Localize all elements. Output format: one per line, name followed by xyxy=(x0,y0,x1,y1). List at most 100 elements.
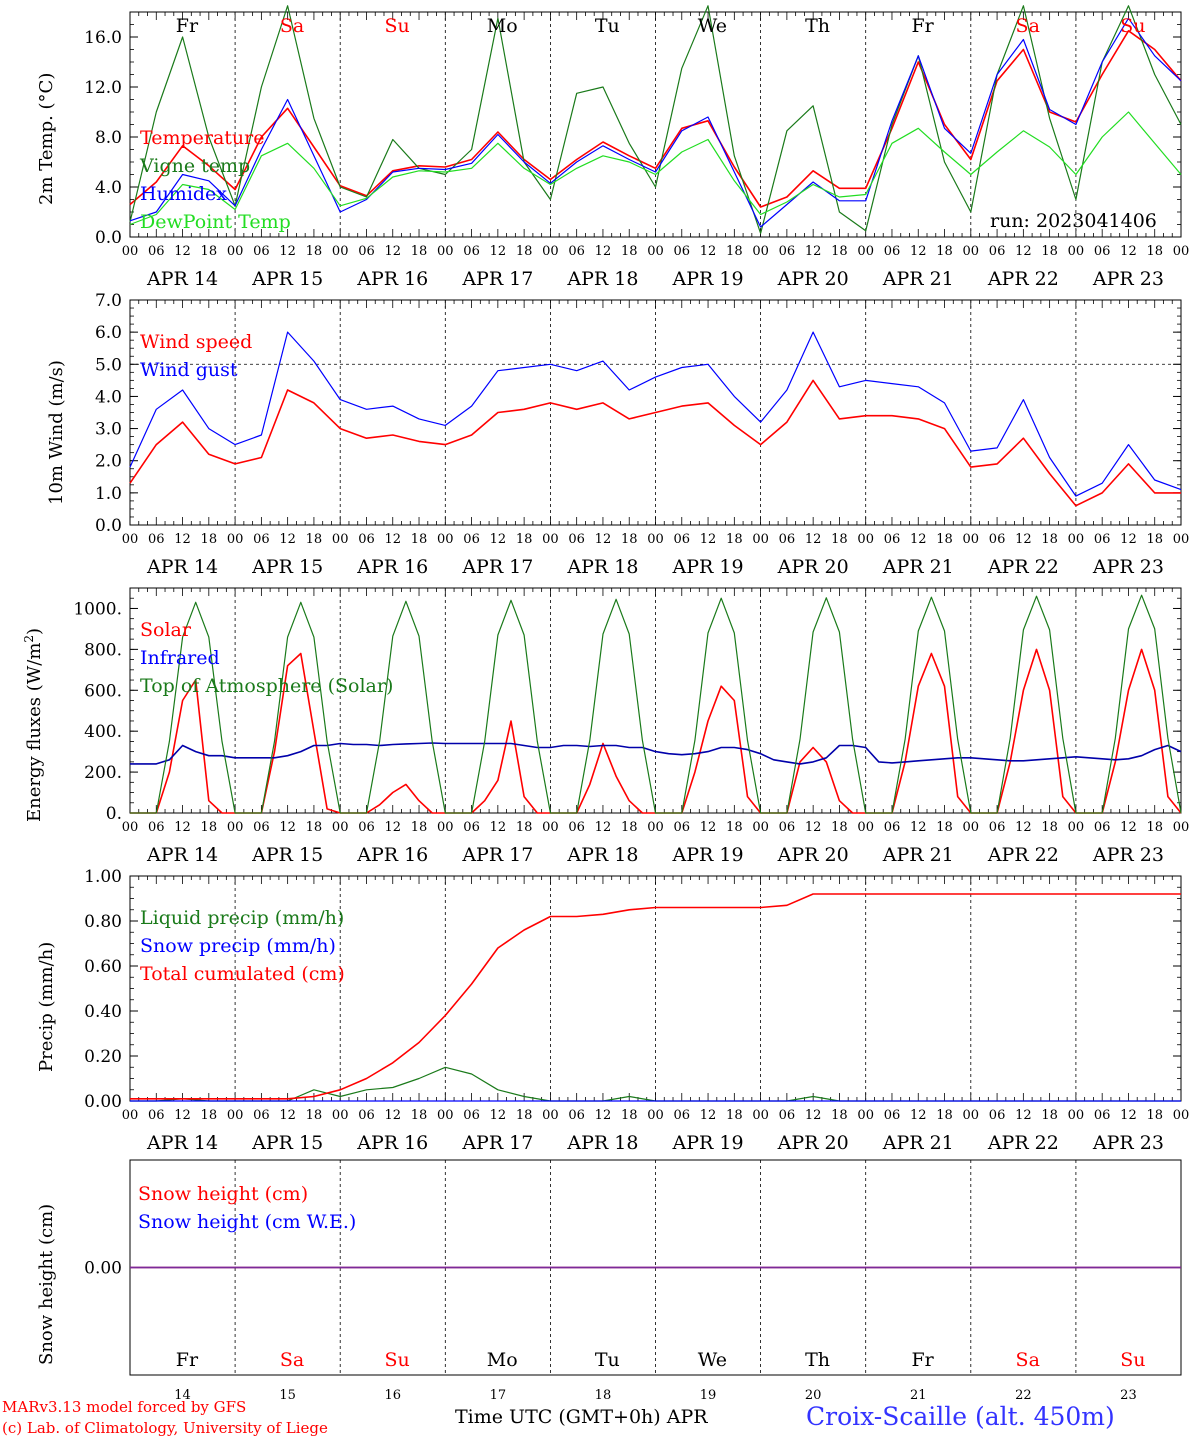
day-number: 20 xyxy=(805,1388,822,1403)
hour-tick-label: 00 xyxy=(963,820,980,835)
hour-tick-label: 12 xyxy=(595,244,612,259)
day-name-bottom: Sa xyxy=(280,1349,304,1371)
hour-tick-label: 12 xyxy=(384,532,401,547)
hour-tick-label: 12 xyxy=(805,1108,822,1123)
legend-snow-precip: Snow precip (mm/h) xyxy=(140,935,336,957)
hour-tick-label: 06 xyxy=(989,532,1006,547)
hour-tick-label: 00 xyxy=(227,532,244,547)
hour-tick-label: 18 xyxy=(516,532,533,547)
precip-ylabel: Precip (mm/h) xyxy=(36,941,57,1072)
y-tick-label: 2.0 xyxy=(95,452,122,472)
day-name-top: Sa xyxy=(280,15,304,37)
date-label: APR 18 xyxy=(566,556,638,578)
day-name-bottom: We xyxy=(698,1349,727,1371)
hour-tick-label: 06 xyxy=(568,244,585,259)
hour-tick-label: 18 xyxy=(936,820,953,835)
y-tick-label: 0.0 xyxy=(95,228,122,248)
y-tick-label: 600. xyxy=(84,681,122,701)
hour-tick-label: 18 xyxy=(201,820,218,835)
hour-tick-label: 18 xyxy=(621,244,638,259)
date-label: APR 17 xyxy=(461,268,533,290)
hour-tick-label: 12 xyxy=(490,244,507,259)
hour-tick-label: 00 xyxy=(332,1108,349,1123)
date-label: APR 14 xyxy=(146,844,218,866)
y-tick-label: 0.20 xyxy=(84,1047,122,1067)
hour-tick-label: 18 xyxy=(831,820,848,835)
hour-tick-label: 06 xyxy=(674,1108,691,1123)
hour-tick-label: 00 xyxy=(1173,1108,1190,1123)
y-tick-label: 1.00 xyxy=(84,867,122,887)
y-tick-label: 4.0 xyxy=(95,178,122,198)
hour-tick-label: 00 xyxy=(542,820,559,835)
hour-tick-label: 06 xyxy=(674,532,691,547)
hour-tick-label: 18 xyxy=(516,244,533,259)
hour-tick-label: 00 xyxy=(963,532,980,547)
hour-tick-label: 00 xyxy=(857,1108,874,1123)
day-name-top: Th xyxy=(805,15,830,37)
hour-tick-label: 12 xyxy=(1015,244,1032,259)
hour-tick-label: 06 xyxy=(884,820,901,835)
day-name-bottom: Su xyxy=(1120,1349,1145,1371)
hour-tick-label: 18 xyxy=(306,244,323,259)
date-label: APR 17 xyxy=(461,1132,533,1154)
hour-tick-label: 12 xyxy=(700,532,717,547)
hour-tick-label: 06 xyxy=(568,820,585,835)
energy-ylabel-sup: 2 xyxy=(22,634,36,643)
date-label: APR 18 xyxy=(566,844,638,866)
hour-tick-label: 00 xyxy=(1173,532,1190,547)
hour-tick-label: 00 xyxy=(227,820,244,835)
date-label: APR 15 xyxy=(251,844,323,866)
hour-tick-label: 06 xyxy=(779,532,796,547)
hour-tick-label: 00 xyxy=(857,532,874,547)
legend-snow-height-we: Snow height (cm W.E.) xyxy=(138,1211,357,1233)
hour-tick-label: 12 xyxy=(490,532,507,547)
hour-tick-label: 12 xyxy=(490,820,507,835)
date-label: APR 17 xyxy=(461,844,533,866)
hour-tick-label: 00 xyxy=(542,532,559,547)
date-label: APR 20 xyxy=(777,556,849,578)
hour-tick-label: 00 xyxy=(122,820,139,835)
hour-tick-label: 00 xyxy=(122,1108,139,1123)
hour-tick-label: 00 xyxy=(332,532,349,547)
legend-liquid-precip: Liquid precip (mm/h) xyxy=(140,907,345,929)
hour-tick-label: 12 xyxy=(279,1108,296,1123)
hour-tick-label: 00 xyxy=(963,244,980,259)
y-tick-label: 7.0 xyxy=(95,291,122,311)
y-tick-label: 5.0 xyxy=(95,355,122,375)
hour-tick-label: 00 xyxy=(647,820,664,835)
hour-tick-label: 18 xyxy=(411,244,428,259)
hour-tick-label: 18 xyxy=(726,532,743,547)
legend-wind-gust: Wind gust xyxy=(140,359,238,381)
hour-tick-label: 18 xyxy=(411,532,428,547)
energy-ylabel: Energy fluxes (W/m2) xyxy=(22,628,45,822)
hour-tick-label: 18 xyxy=(831,1108,848,1123)
hour-tick-label: 18 xyxy=(1146,532,1163,547)
day-number: 21 xyxy=(910,1388,927,1403)
hour-tick-label: 06 xyxy=(1094,820,1111,835)
snow-ylabel: Snow height (cm) xyxy=(36,1203,57,1365)
day-name-top: Su xyxy=(384,15,409,37)
hour-tick-label: 00 xyxy=(857,244,874,259)
hour-tick-label: 06 xyxy=(463,532,480,547)
hour-tick-label: 12 xyxy=(174,532,191,547)
day-name-top: Mo xyxy=(487,15,518,37)
legend-humidex: Humidex xyxy=(140,183,228,205)
hour-tick-label: 06 xyxy=(148,532,165,547)
hour-tick-label: 12 xyxy=(910,820,927,835)
y-tick-label: 3.0 xyxy=(95,420,122,440)
hour-tick-label: 06 xyxy=(779,1108,796,1123)
day-number: 23 xyxy=(1120,1388,1137,1403)
series-temperature xyxy=(129,29,1182,208)
hour-tick-label: 18 xyxy=(726,1108,743,1123)
hour-tick-label: 06 xyxy=(568,532,585,547)
day-number: 15 xyxy=(279,1388,296,1403)
hour-tick-label: 18 xyxy=(621,532,638,547)
hour-tick-label: 00 xyxy=(542,1108,559,1123)
hour-tick-label: 18 xyxy=(1146,1108,1163,1123)
y-tick-label: 1.0 xyxy=(95,484,122,504)
hour-tick-label: 00 xyxy=(963,1108,980,1123)
hour-tick-label: 12 xyxy=(1015,1108,1032,1123)
hour-tick-label: 18 xyxy=(1041,1108,1058,1123)
date-label: APR 16 xyxy=(356,1132,428,1154)
hour-tick-label: 18 xyxy=(1041,820,1058,835)
